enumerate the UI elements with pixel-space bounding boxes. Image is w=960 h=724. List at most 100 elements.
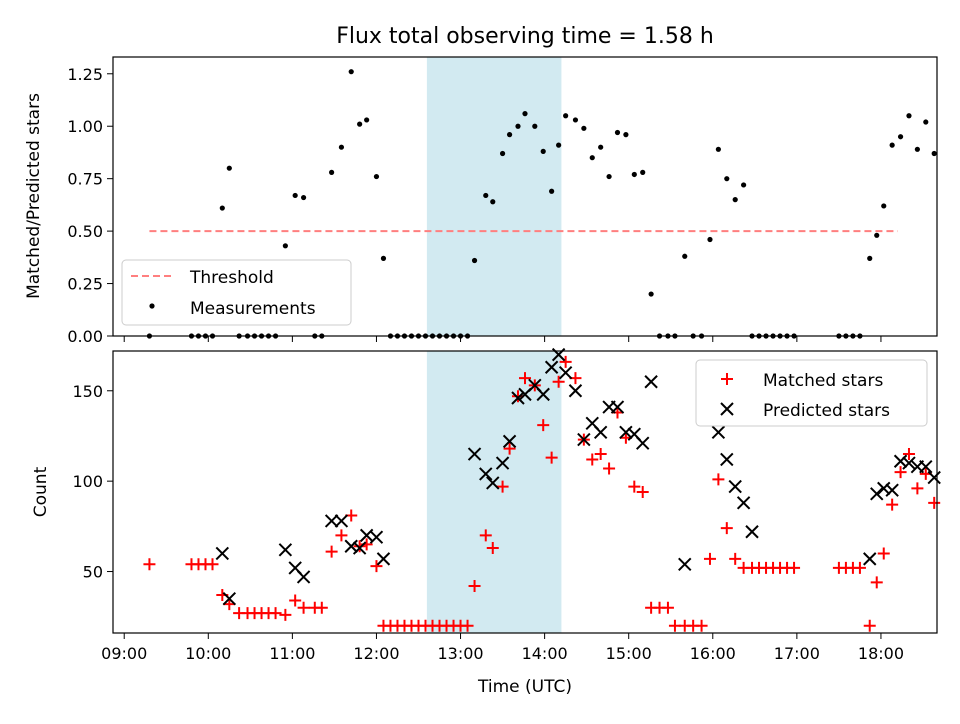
bottom-ytick-label: 50 (83, 563, 103, 582)
top-highlight-span (426, 57, 562, 336)
measurement-point (219, 205, 225, 211)
xtick-label: 14:00 (522, 644, 568, 663)
matched-point (886, 498, 899, 511)
bottom-yticks: 50 100 150 (72, 382, 113, 582)
matched-point (863, 619, 876, 632)
xtick-label: 12:00 (353, 644, 399, 663)
measurement-point (563, 113, 569, 119)
measurement-point (357, 121, 363, 127)
measurement-point (490, 199, 496, 205)
measurement-point (724, 176, 730, 182)
predicted-point (502, 434, 517, 449)
legend-predicted-label: Predicted stars (763, 401, 890, 421)
measurement-point (606, 173, 612, 180)
xtick-label: 18:00 (858, 644, 904, 663)
matched-point (661, 601, 674, 614)
legend-predicted-swatch (720, 402, 734, 416)
predicted-point (927, 470, 941, 485)
top-ytick-label: 0.75 (67, 170, 103, 189)
measurement-point (300, 194, 307, 201)
measurement-point (623, 132, 629, 138)
matched-point (911, 482, 924, 495)
predicted-point (568, 384, 583, 398)
predicted-point (558, 365, 573, 380)
matched-point (315, 601, 328, 614)
measurement-point (648, 291, 654, 297)
matched-point (269, 607, 282, 620)
measurement-point (631, 171, 637, 178)
measurement-point (923, 119, 929, 125)
matched-point (325, 545, 338, 558)
matched-point (853, 561, 866, 574)
top-yticks: 0.00 0.25 0.50 0.75 1.00 1.25 (67, 65, 113, 346)
measurement-point (226, 165, 232, 171)
measurement-point (329, 169, 335, 175)
predicted-point (636, 436, 650, 450)
measurement-point (364, 117, 370, 123)
top-legend: Threshold Measurements (121, 259, 352, 326)
predicted-point (296, 570, 311, 584)
top-panel: 0.00 0.25 0.50 0.75 1.00 1.25 Matched/Predict… (24, 56, 938, 346)
predicted-point (352, 541, 367, 555)
predicted-point (486, 476, 500, 490)
measurement-point (914, 146, 920, 152)
measurement-point (373, 173, 380, 180)
predicted-point (863, 552, 877, 566)
matched-point (788, 561, 801, 574)
matched-point (636, 486, 649, 498)
predicted-point (577, 432, 591, 447)
top-legend-box (121, 259, 352, 326)
measurement-point (682, 253, 688, 259)
bottom-marks (143, 347, 941, 632)
predicted-point (610, 400, 625, 414)
measurement-point (707, 236, 713, 243)
measurement-point (483, 192, 489, 199)
measurement-point (715, 146, 721, 152)
bottom-xticks: 09:00 10:00 11:00 12:00 13:00 14:00 15:00 16:00… (101, 633, 904, 663)
top-ytick-label: 0.25 (67, 275, 103, 294)
measurement-point (532, 123, 538, 129)
top-axes-frame (112, 56, 938, 337)
bottom-panel: 50 100 150 09:00 10:00 11:00 12:00 13:00 14:00 1… (31, 347, 941, 697)
top-ytick-label: 0.50 (67, 222, 103, 241)
legend-matched-swatch (721, 373, 733, 385)
matched-point (479, 529, 492, 542)
predicted-point (324, 514, 339, 528)
predicted-point (215, 546, 230, 561)
predicted-point (736, 496, 751, 510)
bottom-xlabel: Time (UTC) (477, 677, 572, 697)
predicted-point (745, 525, 759, 539)
predicted-point (885, 483, 899, 497)
measurement-point (598, 144, 604, 150)
legend-measurements-label: Measurements (190, 299, 316, 319)
bottom-axes-frame (112, 350, 938, 634)
matched-point (143, 558, 156, 571)
bottom-legend-box (695, 359, 928, 427)
predicted-point (376, 552, 391, 566)
top-marks (146, 69, 937, 339)
matched-point (552, 375, 565, 388)
matched-point (586, 453, 599, 466)
matched-point (353, 540, 366, 553)
xtick-label: 10:00 (185, 644, 231, 663)
matched-point (289, 594, 302, 607)
measurement-point (867, 255, 873, 261)
matched-point (559, 355, 572, 368)
matched-point (486, 542, 499, 555)
matched-point (519, 372, 531, 385)
matched-point (603, 462, 616, 475)
matched-point (695, 619, 708, 632)
predicted-point (902, 456, 916, 470)
predicted-point (544, 360, 559, 374)
measurement-point (338, 144, 345, 150)
predicted-point (511, 391, 525, 405)
predicted-point (536, 387, 550, 402)
top-ytick-label: 0.00 (67, 327, 103, 346)
predicted-point (919, 459, 933, 474)
measurement-point (471, 257, 478, 264)
matched-point (503, 442, 516, 455)
matched-point (877, 547, 890, 560)
measurement-point (499, 150, 506, 157)
xtick-label: 09:00 (101, 644, 147, 663)
